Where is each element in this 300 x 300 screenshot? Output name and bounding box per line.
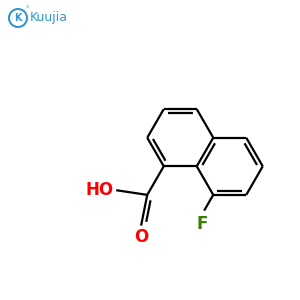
Text: F: F [196,214,208,232]
Text: HO: HO [85,181,113,199]
Text: °: ° [25,6,29,12]
Text: O: O [134,228,148,246]
Text: Kuujia: Kuujia [30,11,68,25]
Text: K: K [14,13,22,23]
